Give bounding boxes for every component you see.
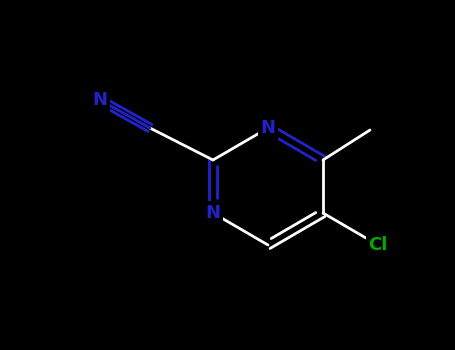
Text: Cl: Cl <box>368 236 388 254</box>
Text: N: N <box>206 204 221 222</box>
Text: N: N <box>261 119 275 137</box>
Text: N: N <box>92 91 107 109</box>
